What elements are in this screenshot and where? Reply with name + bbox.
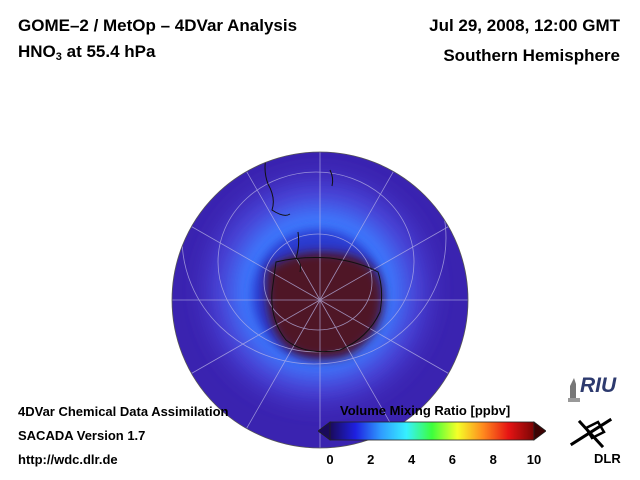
hno3-core bbox=[266, 251, 383, 359]
map-subtitle: HNO3 at 55.4 hPa bbox=[18, 42, 155, 63]
coastlines bbox=[264, 152, 383, 353]
footer-url[interactable]: http://wdc.dlr.de bbox=[18, 452, 118, 467]
colorbar-tick-label: 8 bbox=[489, 452, 497, 467]
map-date: Jul 29, 2008, 12:00 GMT bbox=[429, 16, 620, 35]
colorbar-tick-label: 2 bbox=[367, 452, 375, 467]
species-name: HNO bbox=[18, 42, 56, 61]
colorbar-right-arrow bbox=[533, 421, 546, 441]
colorbar-scale bbox=[329, 421, 535, 441]
dlr-logo-text: DLR bbox=[594, 451, 621, 466]
colorbar-tick-label: 6 bbox=[448, 452, 457, 467]
pressure-level: at 55.4 hPa bbox=[61, 42, 156, 61]
riu-logo-text: RIU bbox=[580, 374, 617, 397]
colorbar-title: Volume Mixing Ratio [ppbv] bbox=[340, 403, 511, 418]
species-subscript: 3 bbox=[55, 51, 62, 63]
riu-logo-icon bbox=[568, 378, 580, 402]
colorbar-left-arrow bbox=[318, 421, 331, 441]
map-region: Southern Hemisphere bbox=[443, 46, 620, 65]
colorbar-tick-label: 4 bbox=[407, 452, 416, 467]
colorbar-tick-label: 10 bbox=[526, 452, 542, 467]
footer-system: 4DVar Chemical Data Assimilation bbox=[18, 404, 229, 419]
dlr-logo-icon bbox=[569, 417, 613, 449]
colorbar bbox=[318, 421, 546, 441]
map-title: GOME–2 / MetOp – 4DVar Analysis bbox=[18, 16, 298, 35]
colorbar-tick-label: 0 bbox=[326, 452, 334, 467]
footer-version: SACADA Version 1.7 bbox=[18, 428, 146, 443]
